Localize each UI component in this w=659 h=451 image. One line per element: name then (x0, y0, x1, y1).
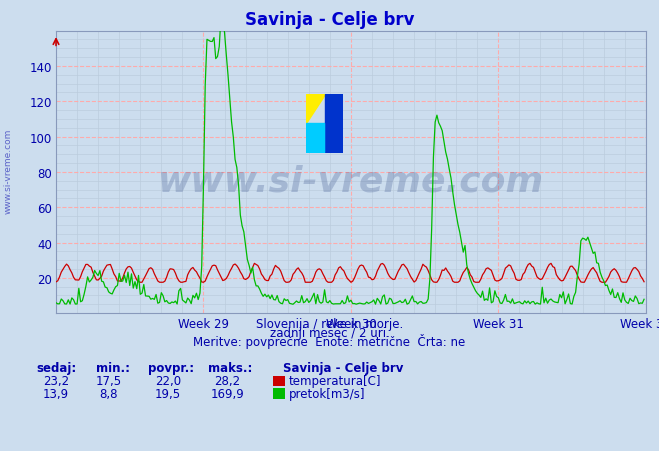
Polygon shape (325, 95, 343, 153)
Text: Slovenija / reke in morje.: Slovenija / reke in morje. (256, 318, 403, 330)
Text: Meritve: povprečne  Enote: metrične  Črta: ne: Meritve: povprečne Enote: metrične Črta:… (193, 333, 466, 349)
Text: 17,5: 17,5 (96, 375, 122, 387)
Text: min.:: min.: (96, 361, 130, 374)
Text: 23,2: 23,2 (43, 375, 69, 387)
Text: 19,5: 19,5 (155, 387, 181, 400)
Text: www.si-vreme.com: www.si-vreme.com (158, 164, 544, 198)
Text: temperatura[C]: temperatura[C] (289, 375, 381, 387)
Text: sedaj:: sedaj: (36, 361, 76, 374)
Text: pretok[m3/s]: pretok[m3/s] (289, 387, 365, 400)
Polygon shape (306, 95, 325, 124)
Text: zadnji mesec / 2 uri.: zadnji mesec / 2 uri. (270, 326, 389, 339)
Text: 8,8: 8,8 (100, 387, 118, 400)
Text: 13,9: 13,9 (43, 387, 69, 400)
Text: povpr.:: povpr.: (148, 361, 194, 374)
Text: 22,0: 22,0 (155, 375, 181, 387)
Text: 169,9: 169,9 (210, 387, 244, 400)
Polygon shape (306, 124, 325, 153)
Text: 28,2: 28,2 (214, 375, 241, 387)
Text: Savinja - Celje brv: Savinja - Celje brv (244, 11, 415, 29)
Text: www.si-vreme.com: www.si-vreme.com (3, 129, 13, 214)
Text: maks.:: maks.: (208, 361, 252, 374)
Text: Savinja - Celje brv: Savinja - Celje brv (283, 361, 404, 374)
Polygon shape (306, 124, 325, 153)
